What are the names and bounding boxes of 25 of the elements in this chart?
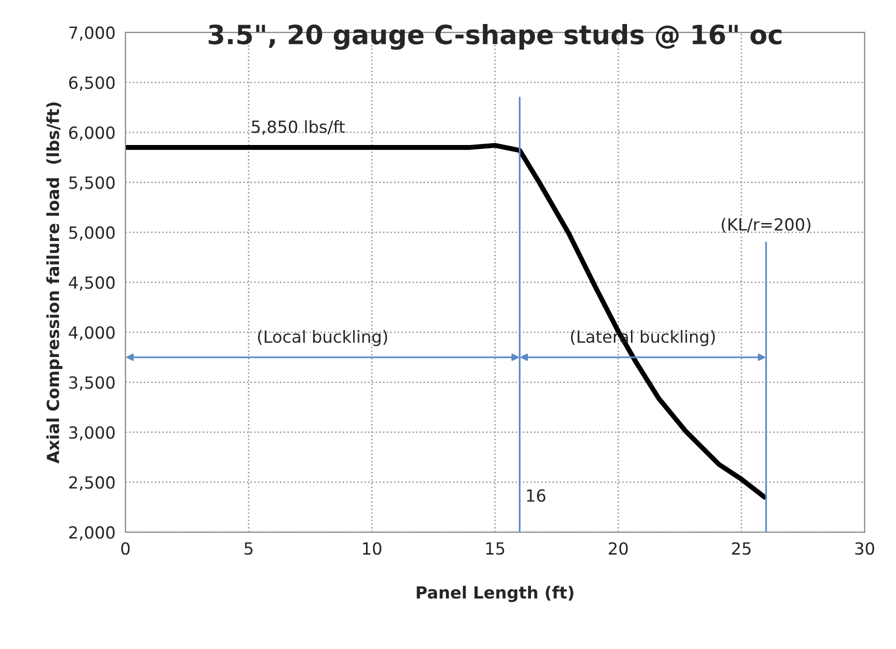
annotation: 5,850 lbs/ft — [252, 120, 345, 135]
y-tick-label: 6,000 — [69, 126, 115, 141]
x-axis-title: Panel Length (ft) — [416, 586, 574, 602]
y-tick-label: 5,500 — [69, 176, 115, 191]
y-tick-label: 6,500 — [69, 76, 115, 91]
x-tick-label: 0 — [121, 542, 130, 555]
y-tick-label: 5,000 — [69, 226, 115, 241]
y-tick-label: 3,500 — [69, 376, 115, 391]
y-tick-label: 7,000 — [69, 26, 115, 41]
y-tick-label: 4,500 — [68, 276, 115, 291]
y-tick-label: 3,000 — [69, 426, 115, 441]
ref-line-label: 16 — [527, 489, 546, 502]
x-tick-label: 10 — [363, 542, 382, 555]
x-tick-label: 25 — [732, 542, 751, 555]
x-tick-label: 5 — [244, 542, 252, 555]
y-tick-label: 2,000 — [69, 526, 115, 540]
y-axis-title: Axial Compression failure load (lbs/ft) — [46, 102, 62, 464]
x-tick-label: 30 — [855, 542, 874, 555]
y-tick-label: 2,500 — [69, 476, 115, 490]
annotation: (Local buckling) — [258, 330, 388, 346]
x-tick-label: 15 — [486, 542, 504, 555]
chart-title: 3.5", 20 gauge C-shape studs @ 16" oc — [208, 24, 782, 50]
x-tick-label: 20 — [608, 542, 628, 555]
y-tick-label: 4,000 — [68, 326, 115, 341]
annotation: (KL/r=200) — [722, 218, 810, 233]
